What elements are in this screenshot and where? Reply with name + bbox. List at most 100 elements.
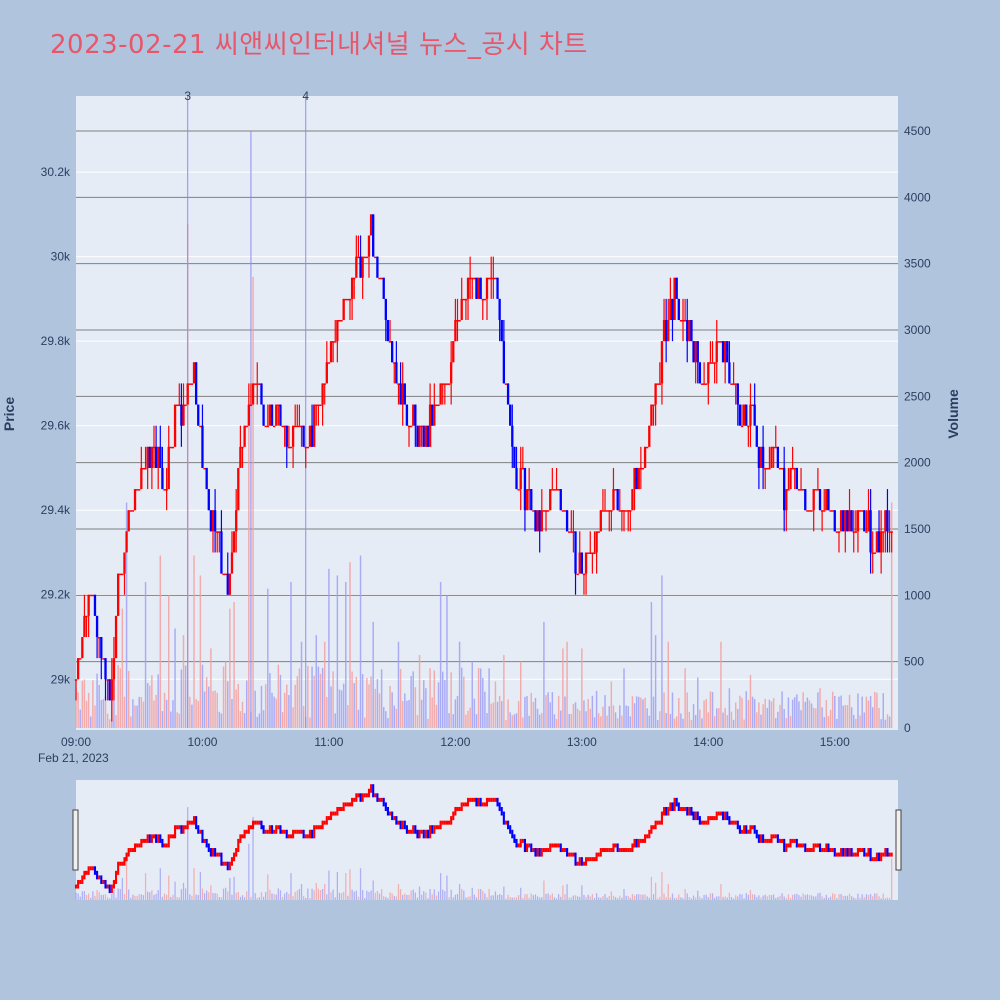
slider-volume-bar	[469, 896, 471, 900]
slider-candle	[144, 838, 147, 843]
slider-candle	[713, 816, 716, 821]
slider-candle	[861, 848, 864, 853]
slider-volume-bar	[359, 868, 362, 900]
slider-candle	[245, 829, 248, 834]
candle-body	[808, 510, 811, 512]
candle-body	[235, 510, 238, 532]
candle-body	[519, 467, 522, 490]
candle-body	[557, 489, 560, 491]
candle-body	[485, 277, 489, 299]
slider-volume-bar	[157, 890, 159, 900]
slider-candle	[816, 843, 819, 848]
candle-body	[315, 404, 318, 407]
volume-bar	[871, 707, 874, 728]
candle-body	[424, 425, 428, 447]
time-tick-label: 12:00	[440, 735, 470, 749]
range-slider-left-handle[interactable]	[72, 809, 79, 871]
slider-candle	[133, 843, 137, 853]
slider-candle	[211, 848, 215, 857]
candle-body	[715, 341, 718, 363]
candle-body	[700, 383, 704, 385]
volume-bar	[804, 701, 806, 728]
volume-bar	[307, 665, 309, 728]
slider-candle	[692, 811, 695, 821]
slider-candle	[163, 843, 166, 848]
candle-body	[576, 573, 579, 576]
candle-body	[717, 341, 721, 343]
slider-candle	[441, 820, 444, 825]
candle-body	[890, 531, 893, 533]
slider-volume-bar	[134, 895, 136, 900]
slider-volume-bar	[791, 894, 794, 900]
slider-volume-bar	[463, 890, 465, 900]
candle-body	[795, 467, 798, 490]
candle-body	[694, 341, 697, 363]
volume-bar	[726, 715, 729, 728]
slider-candle	[707, 816, 710, 825]
candle-body	[129, 510, 132, 512]
range-slider-right-handle[interactable]	[895, 809, 902, 871]
slider-candle	[498, 802, 501, 811]
candle-body	[753, 404, 756, 426]
slider-volume-bar	[884, 898, 886, 900]
volume-bar	[663, 692, 665, 728]
slider-volume-bar	[104, 894, 107, 900]
candle-body	[772, 446, 775, 449]
volume-bar	[165, 699, 168, 728]
volume-bar	[473, 698, 476, 728]
candle-body	[437, 404, 440, 407]
slider-volume-bar	[484, 893, 486, 900]
slider-volume-bar	[233, 876, 235, 900]
slider-volume-bar	[534, 894, 537, 900]
volume-bar	[513, 714, 516, 728]
slider-candle	[79, 879, 82, 884]
candle-body	[506, 383, 510, 405]
candle-body	[266, 425, 269, 428]
slider-candle	[125, 852, 128, 862]
slider-volume-bar	[317, 888, 320, 900]
slider-candle	[249, 825, 252, 830]
candle-body	[707, 362, 710, 384]
slider-candle	[176, 825, 179, 830]
slider-volume-bar	[718, 896, 720, 900]
candle-body	[121, 573, 124, 576]
slider-volume-bar	[418, 886, 421, 900]
volume-tick-label: 3000	[904, 323, 931, 337]
volume-bar	[108, 719, 111, 728]
slider-candle	[458, 806, 461, 811]
price-candles	[74, 214, 893, 722]
slider-candle	[216, 852, 219, 857]
volume-bar	[840, 695, 842, 728]
slider-volume-bar	[796, 893, 798, 900]
slider-volume-bar	[458, 884, 461, 900]
slider-candle	[719, 811, 723, 816]
slider-candle	[140, 838, 143, 848]
slider-candle	[391, 811, 394, 821]
candle-body	[114, 615, 118, 659]
volume-bar	[865, 696, 868, 728]
range-slider[interactable]	[72, 780, 902, 900]
slider-candle	[715, 811, 718, 821]
slider-volume-bar	[741, 894, 743, 900]
candle-body	[875, 531, 879, 553]
time-tick-label: 13:00	[567, 735, 597, 749]
slider-volume-bar	[768, 894, 771, 900]
candle-body	[95, 615, 99, 638]
volume-bar	[203, 691, 206, 728]
slider-volume-bar	[187, 807, 189, 900]
volume-bar	[288, 695, 290, 728]
slider-volume-bar	[777, 897, 779, 900]
candle-body	[627, 510, 630, 512]
candle-body	[690, 320, 693, 342]
volume-tick-label: 4500	[904, 124, 931, 138]
slider-candle	[840, 848, 843, 857]
candle-body	[633, 467, 636, 490]
candle-body	[218, 531, 221, 533]
volume-bar	[713, 716, 716, 728]
volume-bar	[168, 595, 170, 728]
slider-candle	[644, 834, 647, 843]
volume-bar	[241, 701, 244, 728]
slider-candle	[629, 848, 632, 853]
candle-body	[660, 341, 664, 384]
volume-bar	[867, 700, 870, 728]
